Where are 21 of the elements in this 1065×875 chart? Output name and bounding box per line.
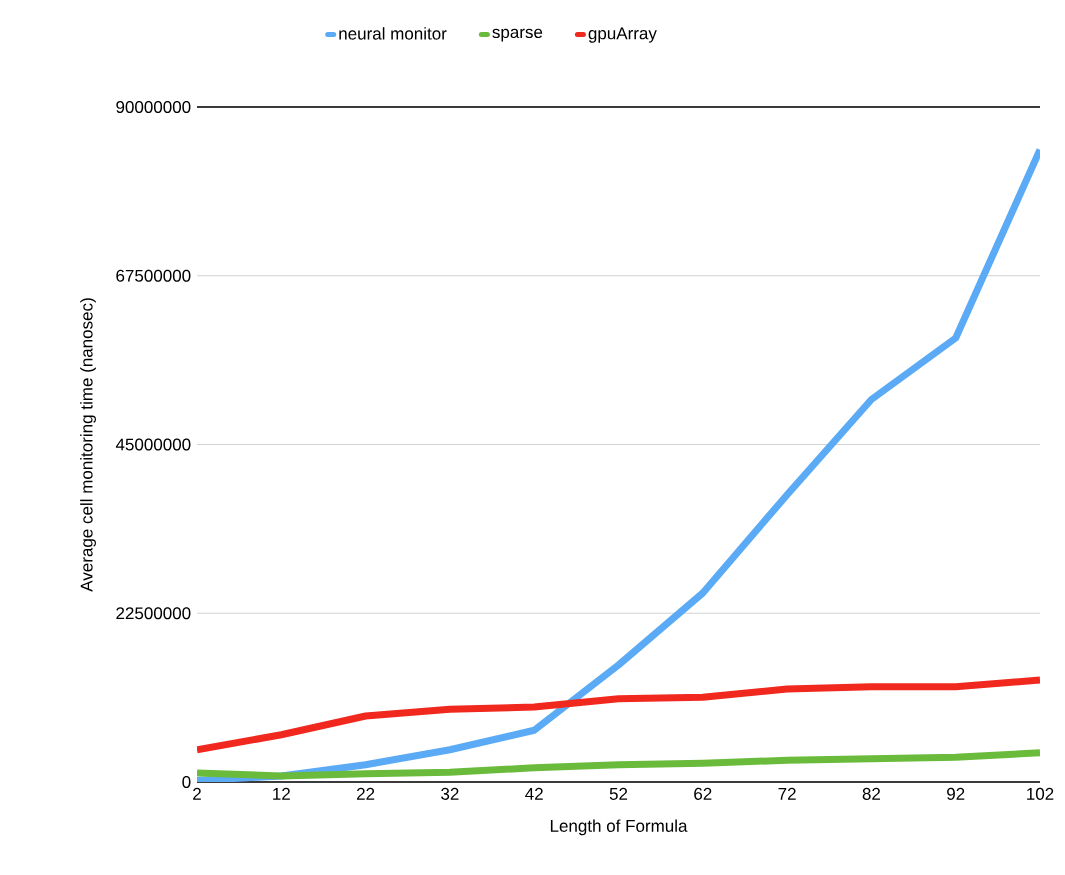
x-axis-title: Length of Formula xyxy=(550,819,688,836)
legend-label: sparse xyxy=(492,28,543,42)
x-tick-label: 82 xyxy=(862,787,880,800)
x-tick-label: 32 xyxy=(441,787,459,800)
x-tick-label: 102 xyxy=(1027,787,1054,800)
x-tick-label: 22 xyxy=(357,787,375,800)
x-tick-label: 42 xyxy=(525,787,543,800)
x-tick-label: 62 xyxy=(694,787,712,800)
y-tick-label: 67500000 xyxy=(116,269,191,282)
x-tick-label: 92 xyxy=(947,787,965,800)
y-tick-label: 22500000 xyxy=(116,607,191,620)
y-tick-label: 90000000 xyxy=(116,100,191,114)
x-tick-label: 52 xyxy=(609,787,628,800)
y-tick-label: 0 xyxy=(182,775,191,789)
x-tick-label: 2 xyxy=(193,787,201,800)
legend-label: neural monitor xyxy=(339,27,447,40)
y-tick-label: 45000000 xyxy=(115,438,191,451)
x-tick-label: 12 xyxy=(273,787,290,800)
y-axis-title: Average cell monitoring time (nanosec) xyxy=(80,298,96,592)
x-tick-label: 72 xyxy=(778,787,796,800)
legend-label: gpuArray xyxy=(588,27,657,43)
